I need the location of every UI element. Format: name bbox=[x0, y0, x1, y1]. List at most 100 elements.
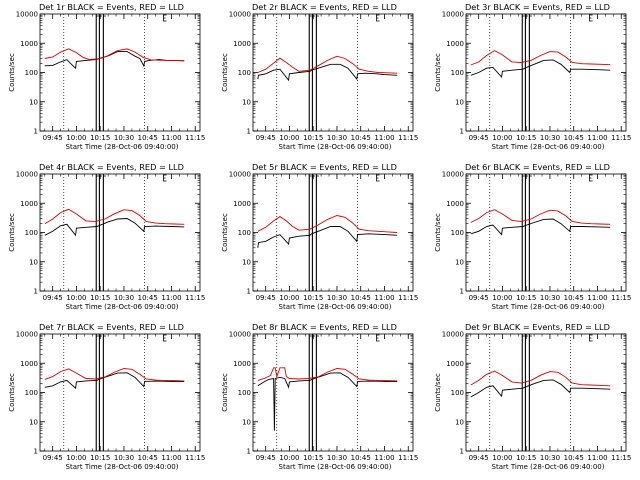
x-axis-label: Start Time (28-Oct-06 09:40:00) bbox=[492, 463, 605, 471]
detector-panel: Det 6r BLACK = Events, RED = LLD 1 10 100 10… bbox=[426, 160, 639, 320]
x-tick-label: 10:30 bbox=[540, 294, 560, 302]
x-tick-label: 11:15 bbox=[611, 134, 631, 142]
series-lld-line bbox=[257, 215, 398, 233]
x-tick-label: 10:00 bbox=[66, 294, 86, 302]
y-axis-label: Counts/sec bbox=[8, 373, 16, 412]
x-tick-label: 10:45 bbox=[351, 294, 371, 302]
y-tick-label: 1000 bbox=[20, 360, 38, 368]
x-tick-label: 11:15 bbox=[185, 294, 205, 302]
x-tick-label: 10:45 bbox=[351, 454, 371, 462]
x-tick-label: 11:15 bbox=[398, 134, 418, 142]
x-tick-label: 10:00 bbox=[492, 294, 512, 302]
x-axis-label: Start Time (28-Oct-06 09:40:00) bbox=[492, 303, 605, 311]
detector-panel: Det 2r BLACK = Events, RED = LLD 1 10 100 10… bbox=[213, 0, 426, 160]
y-tick-label: 100 bbox=[451, 389, 464, 397]
y-tick-label: 10000 bbox=[442, 331, 464, 339]
marker-glyph bbox=[163, 174, 167, 182]
x-tick-label: 11:00 bbox=[587, 134, 607, 142]
marker-glyph bbox=[589, 174, 593, 182]
x-tick-label: 09:45 bbox=[469, 454, 489, 462]
marker-glyph bbox=[589, 14, 593, 22]
x-tick-label: 11:15 bbox=[398, 454, 418, 462]
x-tick-label: 10:30 bbox=[540, 134, 560, 142]
x-tick-label: 11:00 bbox=[161, 134, 181, 142]
x-tick-label: 09:45 bbox=[43, 294, 63, 302]
y-tick-label: 10 bbox=[242, 418, 251, 426]
y-tick-label: 10000 bbox=[16, 11, 38, 19]
x-axis-label: Start Time (28-Oct-06 09:40:00) bbox=[66, 143, 179, 151]
y-tick-label: 1 bbox=[247, 448, 251, 456]
detector-chart: Det 7r BLACK = Events, RED = LLD 1 10 100 10… bbox=[8, 322, 205, 471]
x-tick-label: 09:45 bbox=[256, 134, 276, 142]
series-events-line bbox=[470, 379, 611, 398]
series-lld-line bbox=[257, 55, 398, 74]
marker-glyph bbox=[376, 14, 380, 22]
x-tick-label: 09:45 bbox=[256, 454, 276, 462]
x-tick-label: 10:00 bbox=[66, 134, 86, 142]
detector-panel: Det 4r BLACK = Events, RED = LLD 1 10 100 10… bbox=[0, 160, 213, 320]
series-lld-line bbox=[44, 208, 185, 225]
series-events-line bbox=[44, 218, 185, 237]
x-tick-label: 10:15 bbox=[303, 454, 323, 462]
y-tick-label: 1 bbox=[34, 448, 38, 456]
x-tick-label: 11:15 bbox=[185, 454, 205, 462]
x-tick-label: 10:00 bbox=[279, 294, 299, 302]
x-tick-label: 10:15 bbox=[516, 454, 536, 462]
x-tick-label: 10:45 bbox=[138, 134, 158, 142]
series-lld-line bbox=[470, 209, 611, 225]
y-tick-label: 1 bbox=[460, 448, 464, 456]
series-lld-line bbox=[257, 367, 398, 382]
panel-title: Det 8r BLACK = Events, RED = LLD bbox=[252, 322, 397, 332]
y-tick-label: 1000 bbox=[446, 200, 464, 208]
y-tick-label: 10 bbox=[455, 258, 464, 266]
x-tick-label: 10:45 bbox=[138, 294, 158, 302]
detector-panel: Det 9r BLACK = Events, RED = LLD 1 10 100 10… bbox=[426, 320, 639, 480]
y-tick-label: 1 bbox=[460, 128, 464, 136]
y-tick-label: 1000 bbox=[233, 360, 251, 368]
x-tick-label: 10:30 bbox=[327, 294, 347, 302]
x-tick-label: 10:15 bbox=[90, 454, 110, 462]
x-tick-label: 10:45 bbox=[564, 134, 584, 142]
x-tick-label: 10:45 bbox=[564, 454, 584, 462]
y-tick-label: 10 bbox=[242, 258, 251, 266]
x-tick-label: 10:30 bbox=[327, 454, 347, 462]
marker-glyph bbox=[376, 334, 380, 342]
y-tick-label: 100 bbox=[25, 69, 38, 77]
y-tick-label: 10000 bbox=[229, 331, 251, 339]
y-axis-label: Counts/sec bbox=[221, 53, 229, 92]
x-tick-label: 10:30 bbox=[114, 454, 134, 462]
x-tick-label: 10:30 bbox=[327, 134, 347, 142]
marker-glyph bbox=[163, 334, 167, 342]
y-tick-label: 1 bbox=[247, 128, 251, 136]
series-lld-line bbox=[470, 370, 611, 387]
detector-chart: Det 2r BLACK = Events, RED = LLD 1 10 100 10… bbox=[221, 2, 418, 151]
panel-title: Det 5r BLACK = Events, RED = LLD bbox=[252, 162, 397, 172]
y-axis-label: Counts/sec bbox=[221, 373, 229, 412]
x-tick-label: 10:15 bbox=[90, 134, 110, 142]
series-lld-line bbox=[470, 50, 611, 66]
x-tick-label: 11:15 bbox=[398, 294, 418, 302]
y-tick-label: 1 bbox=[34, 288, 38, 296]
x-axis-label: Start Time (28-Oct-06 09:40:00) bbox=[66, 463, 179, 471]
panel-title: Det 4r BLACK = Events, RED = LLD bbox=[39, 162, 184, 172]
series-events-line bbox=[470, 59, 611, 79]
y-axis-label: Counts/sec bbox=[221, 213, 229, 252]
y-tick-label: 10000 bbox=[16, 171, 38, 179]
y-tick-label: 1000 bbox=[446, 40, 464, 48]
x-tick-label: 10:45 bbox=[351, 134, 371, 142]
x-tick-label: 10:45 bbox=[564, 294, 584, 302]
x-tick-label: 10:15 bbox=[303, 294, 323, 302]
panel-title: Det 1r BLACK = Events, RED = LLD bbox=[39, 2, 184, 12]
x-tick-label: 10:30 bbox=[114, 134, 134, 142]
x-tick-label: 09:45 bbox=[43, 454, 63, 462]
x-tick-label: 11:00 bbox=[161, 294, 181, 302]
y-tick-label: 1000 bbox=[20, 40, 38, 48]
x-tick-label: 10:30 bbox=[114, 294, 134, 302]
panel-title: Det 9r BLACK = Events, RED = LLD bbox=[465, 322, 610, 332]
y-axis-label: Counts/sec bbox=[434, 213, 442, 252]
marker-glyph bbox=[163, 14, 167, 22]
detector-panel: Det 7r BLACK = Events, RED = LLD 1 10 100 10… bbox=[0, 320, 213, 480]
x-tick-label: 11:00 bbox=[587, 294, 607, 302]
detector-panel: Det 5r BLACK = Events, RED = LLD 1 10 100 10… bbox=[213, 160, 426, 320]
